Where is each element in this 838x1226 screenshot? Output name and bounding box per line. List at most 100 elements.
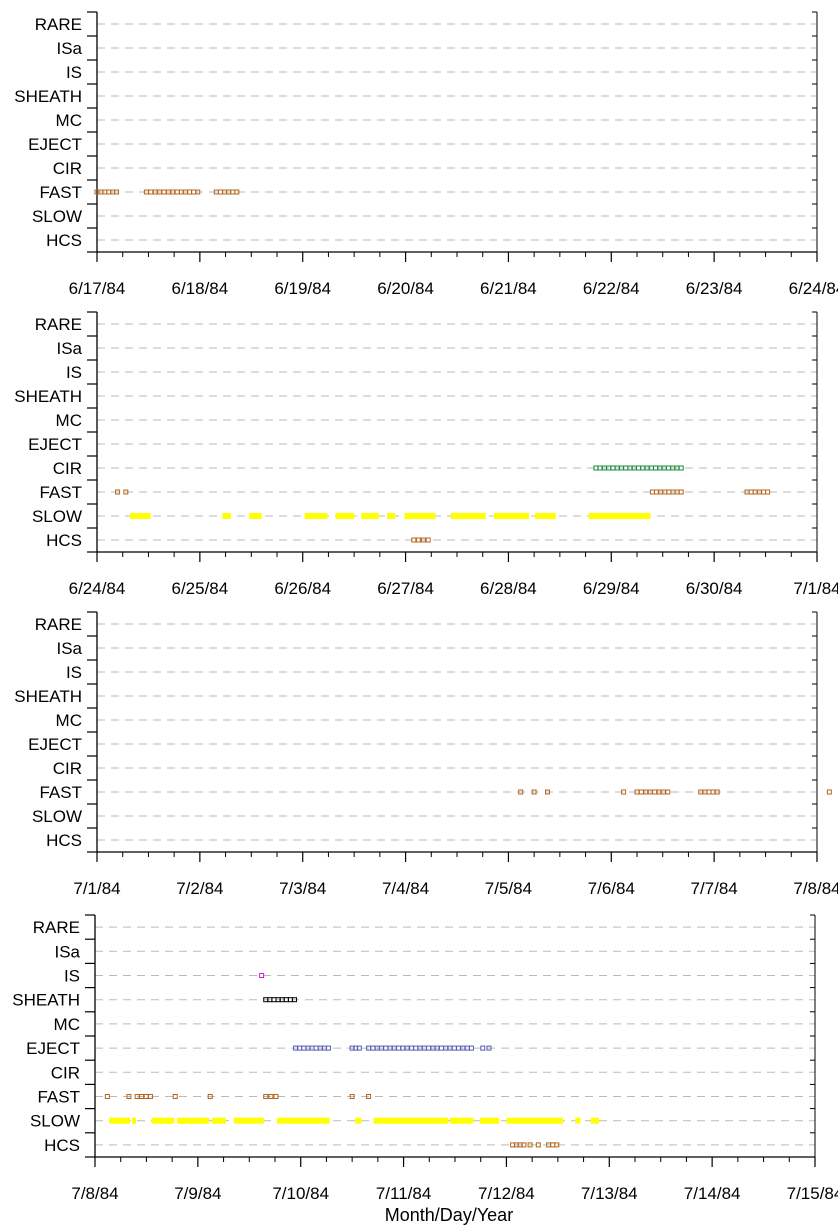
data-bar-slow <box>335 513 355 519</box>
data-bar-slow <box>575 1117 581 1124</box>
y-tick-label-rare: RARE <box>33 918 80 937</box>
y-tick-label-mc: MC <box>56 111 82 130</box>
y-tick-label-mc: MC <box>56 711 82 730</box>
data-bar-slow <box>479 1117 500 1124</box>
data-point-fast <box>148 1094 154 1099</box>
y-tick-label-is: IS <box>66 663 82 682</box>
data-point-sheath <box>271 997 277 1003</box>
data-point-fast <box>652 789 658 795</box>
x-tick-label: 7/8/84 <box>71 1184 118 1203</box>
x-tick-label: 7/9/84 <box>174 1184 221 1203</box>
data-point-eject <box>486 1045 492 1051</box>
data-point-fast <box>349 1094 355 1099</box>
y-tick-label-hcs: HCS <box>44 1136 80 1155</box>
data-bar-slow <box>109 1117 130 1124</box>
data-point-hcs <box>420 537 426 543</box>
data-bar-slow <box>361 513 379 519</box>
y-tick-label-hcs: HCS <box>46 231 82 250</box>
y-tick-label-cir: CIR <box>53 159 82 178</box>
y-tick-label-rare: RARE <box>35 315 82 334</box>
x-tick-label: 7/7/84 <box>691 879 738 898</box>
data-point-fast <box>234 189 240 195</box>
x-tick-label: 7/10/84 <box>272 1184 329 1203</box>
data-bar-slow <box>355 1117 362 1124</box>
x-tick-label: 6/30/84 <box>686 579 743 598</box>
y-tick-label-eject: EJECT <box>26 1039 80 1058</box>
data-bar-slow <box>506 1117 563 1124</box>
x-tick-label: 7/15/84 <box>787 1184 838 1203</box>
y-tick-label-is: IS <box>66 363 82 382</box>
data-bar-slow <box>535 513 556 519</box>
x-tick-label: 6/24/84 <box>789 279 838 298</box>
y-tick-label-rare: RARE <box>35 15 82 34</box>
x-tick-label: 7/1/84 <box>73 879 120 898</box>
x-tick-label: 6/26/84 <box>274 579 331 598</box>
data-point-cir <box>610 465 616 471</box>
data-point-fast <box>207 1094 213 1099</box>
y-tick-label-slow: SLOW <box>32 507 82 526</box>
data-point-eject <box>480 1045 486 1051</box>
data-bar-slow <box>129 513 151 519</box>
data-bar-slow <box>304 513 328 519</box>
x-tick-label: 7/5/84 <box>485 879 532 898</box>
x-axis-label: Month/Day/Year <box>385 1205 513 1225</box>
y-tick-label-fast: FAST <box>39 783 82 802</box>
data-point-fast <box>649 489 655 495</box>
data-bar-slow <box>373 1117 448 1124</box>
data-point-fast <box>148 189 154 195</box>
x-tick-label: 7/14/84 <box>684 1184 741 1203</box>
data-bar-slow <box>590 1117 599 1124</box>
data-bar-slow <box>449 1117 474 1124</box>
y-tick-label-mc: MC <box>56 411 82 430</box>
data-point-fast <box>366 1094 372 1099</box>
data-point-eject <box>325 1045 331 1051</box>
data-point-fast <box>666 489 672 495</box>
data-point-fast <box>114 189 120 195</box>
data-bar-slow <box>588 513 651 519</box>
data-bar-slow <box>212 1117 226 1124</box>
data-point-eject <box>438 1045 444 1051</box>
data-point-fast <box>621 789 627 795</box>
y-tick-label-cir: CIR <box>53 459 82 478</box>
y-tick-label-hcs: HCS <box>46 531 82 550</box>
x-tick-label: 6/27/84 <box>377 579 434 598</box>
y-tick-label-eject: EJECT <box>28 135 82 154</box>
data-point-cir <box>678 465 684 471</box>
x-tick-label: 7/6/84 <box>588 879 635 898</box>
data-point-fast <box>531 789 537 795</box>
data-point-hcs <box>550 1142 556 1148</box>
data-bar-slow <box>494 513 529 519</box>
data-point-eject <box>468 1045 474 1051</box>
x-tick-label: 6/21/84 <box>480 279 537 298</box>
data-point-fast <box>678 489 684 495</box>
data-point-fast <box>161 189 167 195</box>
data-point-hcs <box>425 537 431 543</box>
data-bar-slow <box>222 513 231 519</box>
y-tick-label-eject: EJECT <box>28 435 82 454</box>
y-tick-label-slow: SLOW <box>32 207 82 226</box>
data-bar-slow <box>132 1117 137 1124</box>
data-point-fast <box>174 189 180 195</box>
y-tick-label-rare: RARE <box>35 615 82 634</box>
data-point-fast <box>518 789 524 795</box>
y-tick-label-isa: ISa <box>56 639 82 658</box>
data-point-fast <box>106 189 112 195</box>
data-point-fast <box>273 1094 279 1099</box>
y-tick-label-fast: FAST <box>37 1088 80 1107</box>
x-tick-label: 6/22/84 <box>583 279 640 298</box>
chart-panel-4: HCS SLOW FAST CIR EJECT MC SHEATH IS ISa RARE 7/8/… <box>12 914 838 1203</box>
x-tick-label: 6/24/84 <box>69 579 126 598</box>
data-point-eject <box>426 1045 432 1051</box>
x-tick-label: 7/3/84 <box>279 879 326 898</box>
data-bar-slow <box>233 1117 264 1124</box>
data-point-fast <box>268 1094 274 1099</box>
y-tick-label-mc: MC <box>54 1015 80 1034</box>
data-point-sheath <box>292 997 298 1003</box>
data-point-fast <box>638 789 644 795</box>
data-point-eject <box>313 1045 319 1051</box>
data-bar-slow <box>151 1117 175 1124</box>
data-point-fast <box>826 789 832 795</box>
x-tick-label: 6/25/84 <box>171 579 228 598</box>
y-tick-label-hcs: HCS <box>46 831 82 850</box>
